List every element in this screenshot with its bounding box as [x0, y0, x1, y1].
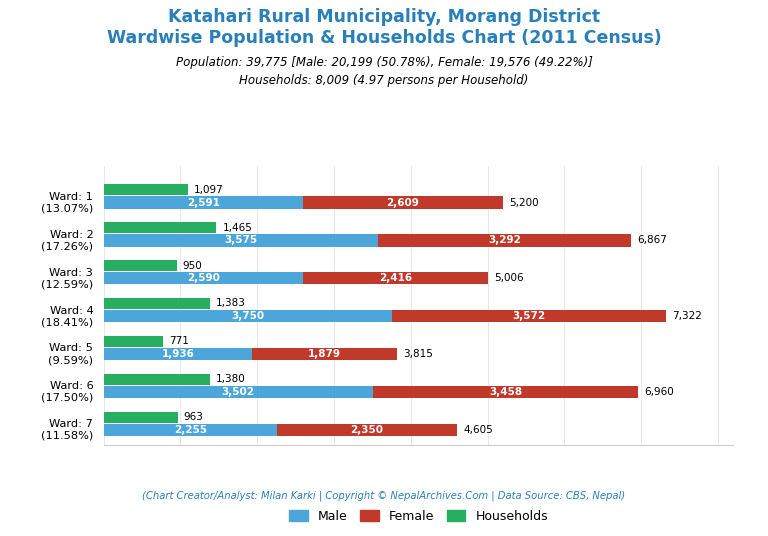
- Bar: [392, 310, 666, 322]
- Text: 1,383: 1,383: [216, 299, 246, 308]
- Bar: [104, 336, 163, 347]
- Text: 5,006: 5,006: [495, 273, 524, 284]
- Text: Wardwise Population & Households Chart (2011 Census): Wardwise Population & Households Chart (…: [107, 29, 661, 48]
- Bar: [104, 260, 177, 271]
- Text: 1,465: 1,465: [223, 222, 252, 233]
- Text: 2,255: 2,255: [174, 425, 207, 435]
- Text: 4,605: 4,605: [463, 425, 493, 435]
- Text: Households: 8,009 (4.97 persons per Household): Households: 8,009 (4.97 persons per Hous…: [240, 74, 528, 87]
- Bar: [104, 412, 177, 422]
- Bar: [104, 374, 210, 385]
- Bar: [104, 234, 378, 247]
- Bar: [378, 234, 631, 247]
- Bar: [303, 197, 503, 209]
- Bar: [253, 348, 396, 360]
- Bar: [104, 222, 217, 233]
- Text: Population: 39,775 [Male: 20,199 (50.78%), Female: 19,576 (49.22%)]: Population: 39,775 [Male: 20,199 (50.78%…: [176, 56, 592, 69]
- Text: 3,750: 3,750: [231, 311, 264, 321]
- Text: (Chart Creator/Analyst: Milan Karki | Copyright © NepalArchives.Com | Data Sourc: (Chart Creator/Analyst: Milan Karki | Co…: [142, 490, 626, 501]
- Text: Katahari Rural Municipality, Morang District: Katahari Rural Municipality, Morang Dist…: [168, 8, 600, 26]
- Text: 3,502: 3,502: [222, 387, 255, 397]
- Text: 950: 950: [183, 260, 203, 271]
- Text: 6,960: 6,960: [644, 387, 674, 397]
- Text: 3,815: 3,815: [402, 349, 432, 359]
- Text: 963: 963: [184, 412, 204, 422]
- Text: 6,867: 6,867: [637, 235, 667, 245]
- Bar: [303, 272, 488, 285]
- Bar: [104, 298, 210, 309]
- Text: 1,879: 1,879: [308, 349, 341, 359]
- Text: 2,416: 2,416: [379, 273, 412, 284]
- Bar: [104, 348, 253, 360]
- Text: 1,380: 1,380: [216, 374, 246, 384]
- Text: 3,292: 3,292: [488, 235, 521, 245]
- Text: 1,936: 1,936: [161, 349, 194, 359]
- Text: 2,591: 2,591: [187, 198, 220, 207]
- Bar: [104, 424, 277, 436]
- Bar: [104, 310, 392, 322]
- Text: 2,350: 2,350: [351, 425, 383, 435]
- Text: 3,572: 3,572: [512, 311, 545, 321]
- Bar: [104, 184, 188, 195]
- Bar: [104, 197, 303, 209]
- Legend: Male, Female, Households: Male, Female, Households: [284, 505, 553, 528]
- Text: 2,609: 2,609: [386, 198, 419, 207]
- Text: 1,097: 1,097: [194, 185, 223, 195]
- Bar: [372, 386, 638, 398]
- Bar: [277, 424, 458, 436]
- Text: 771: 771: [169, 337, 189, 346]
- Text: 5,200: 5,200: [509, 198, 539, 207]
- Text: 3,575: 3,575: [224, 235, 257, 245]
- Bar: [104, 386, 372, 398]
- Bar: [104, 272, 303, 285]
- Text: 3,458: 3,458: [489, 387, 522, 397]
- Text: 7,322: 7,322: [672, 311, 702, 321]
- Text: 2,590: 2,590: [187, 273, 220, 284]
